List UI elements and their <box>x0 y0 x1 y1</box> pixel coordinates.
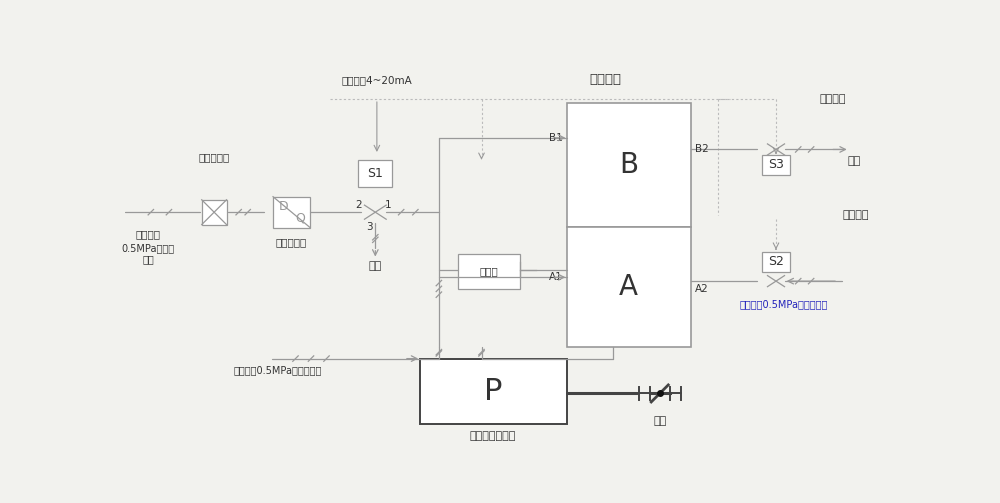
Text: 化风: 化风 <box>142 255 154 265</box>
Text: 调节信号4~20mA: 调节信号4~20mA <box>342 75 412 85</box>
Text: 1: 1 <box>385 200 392 210</box>
Text: A1: A1 <box>549 272 563 282</box>
Text: 平衡阀: 平衡阀 <box>480 267 499 277</box>
Text: 过滤减压阀: 过滤减压阀 <box>198 152 230 162</box>
Bar <box>358 159 392 188</box>
Text: 自管网来: 自管网来 <box>136 230 161 239</box>
Text: Q: Q <box>295 212 305 224</box>
Bar <box>762 252 790 272</box>
Bar <box>762 155 790 175</box>
Bar <box>273 197 310 228</box>
Text: 0.5MPa仪表净: 0.5MPa仪表净 <box>122 243 175 253</box>
Text: 联锁信号: 联锁信号 <box>819 94 846 104</box>
Text: B1: B1 <box>549 133 563 143</box>
Text: 自管网来0.5MPa仪表净化风: 自管网来0.5MPa仪表净化风 <box>740 299 828 309</box>
Bar <box>567 103 691 227</box>
Text: 放空: 放空 <box>369 261 382 271</box>
Bar <box>458 254 520 289</box>
Text: A2: A2 <box>695 284 708 294</box>
Text: 联锁信号: 联锁信号 <box>842 210 869 220</box>
Bar <box>202 200 227 224</box>
Text: 蝶阀: 蝶阀 <box>653 415 666 426</box>
Text: 气动阀门定位器: 气动阀门定位器 <box>470 431 516 441</box>
Text: D: D <box>278 200 288 213</box>
Text: B: B <box>619 151 638 179</box>
Text: 2: 2 <box>356 200 362 210</box>
Text: 自管网来0.5MPa仪表净化风: 自管网来0.5MPa仪表净化风 <box>234 365 322 375</box>
Text: B2: B2 <box>695 144 708 154</box>
Bar <box>420 359 567 425</box>
Bar <box>567 227 691 347</box>
Text: S3: S3 <box>768 158 784 172</box>
Text: 电气转换器: 电气转换器 <box>276 237 307 247</box>
Text: P: P <box>484 377 502 406</box>
Text: S2: S2 <box>768 255 784 268</box>
Text: A: A <box>619 273 638 301</box>
Text: 3: 3 <box>366 222 372 232</box>
Text: 联锁信号: 联锁信号 <box>590 73 622 86</box>
Text: 放空: 放空 <box>848 156 861 166</box>
Text: S1: S1 <box>367 167 383 180</box>
